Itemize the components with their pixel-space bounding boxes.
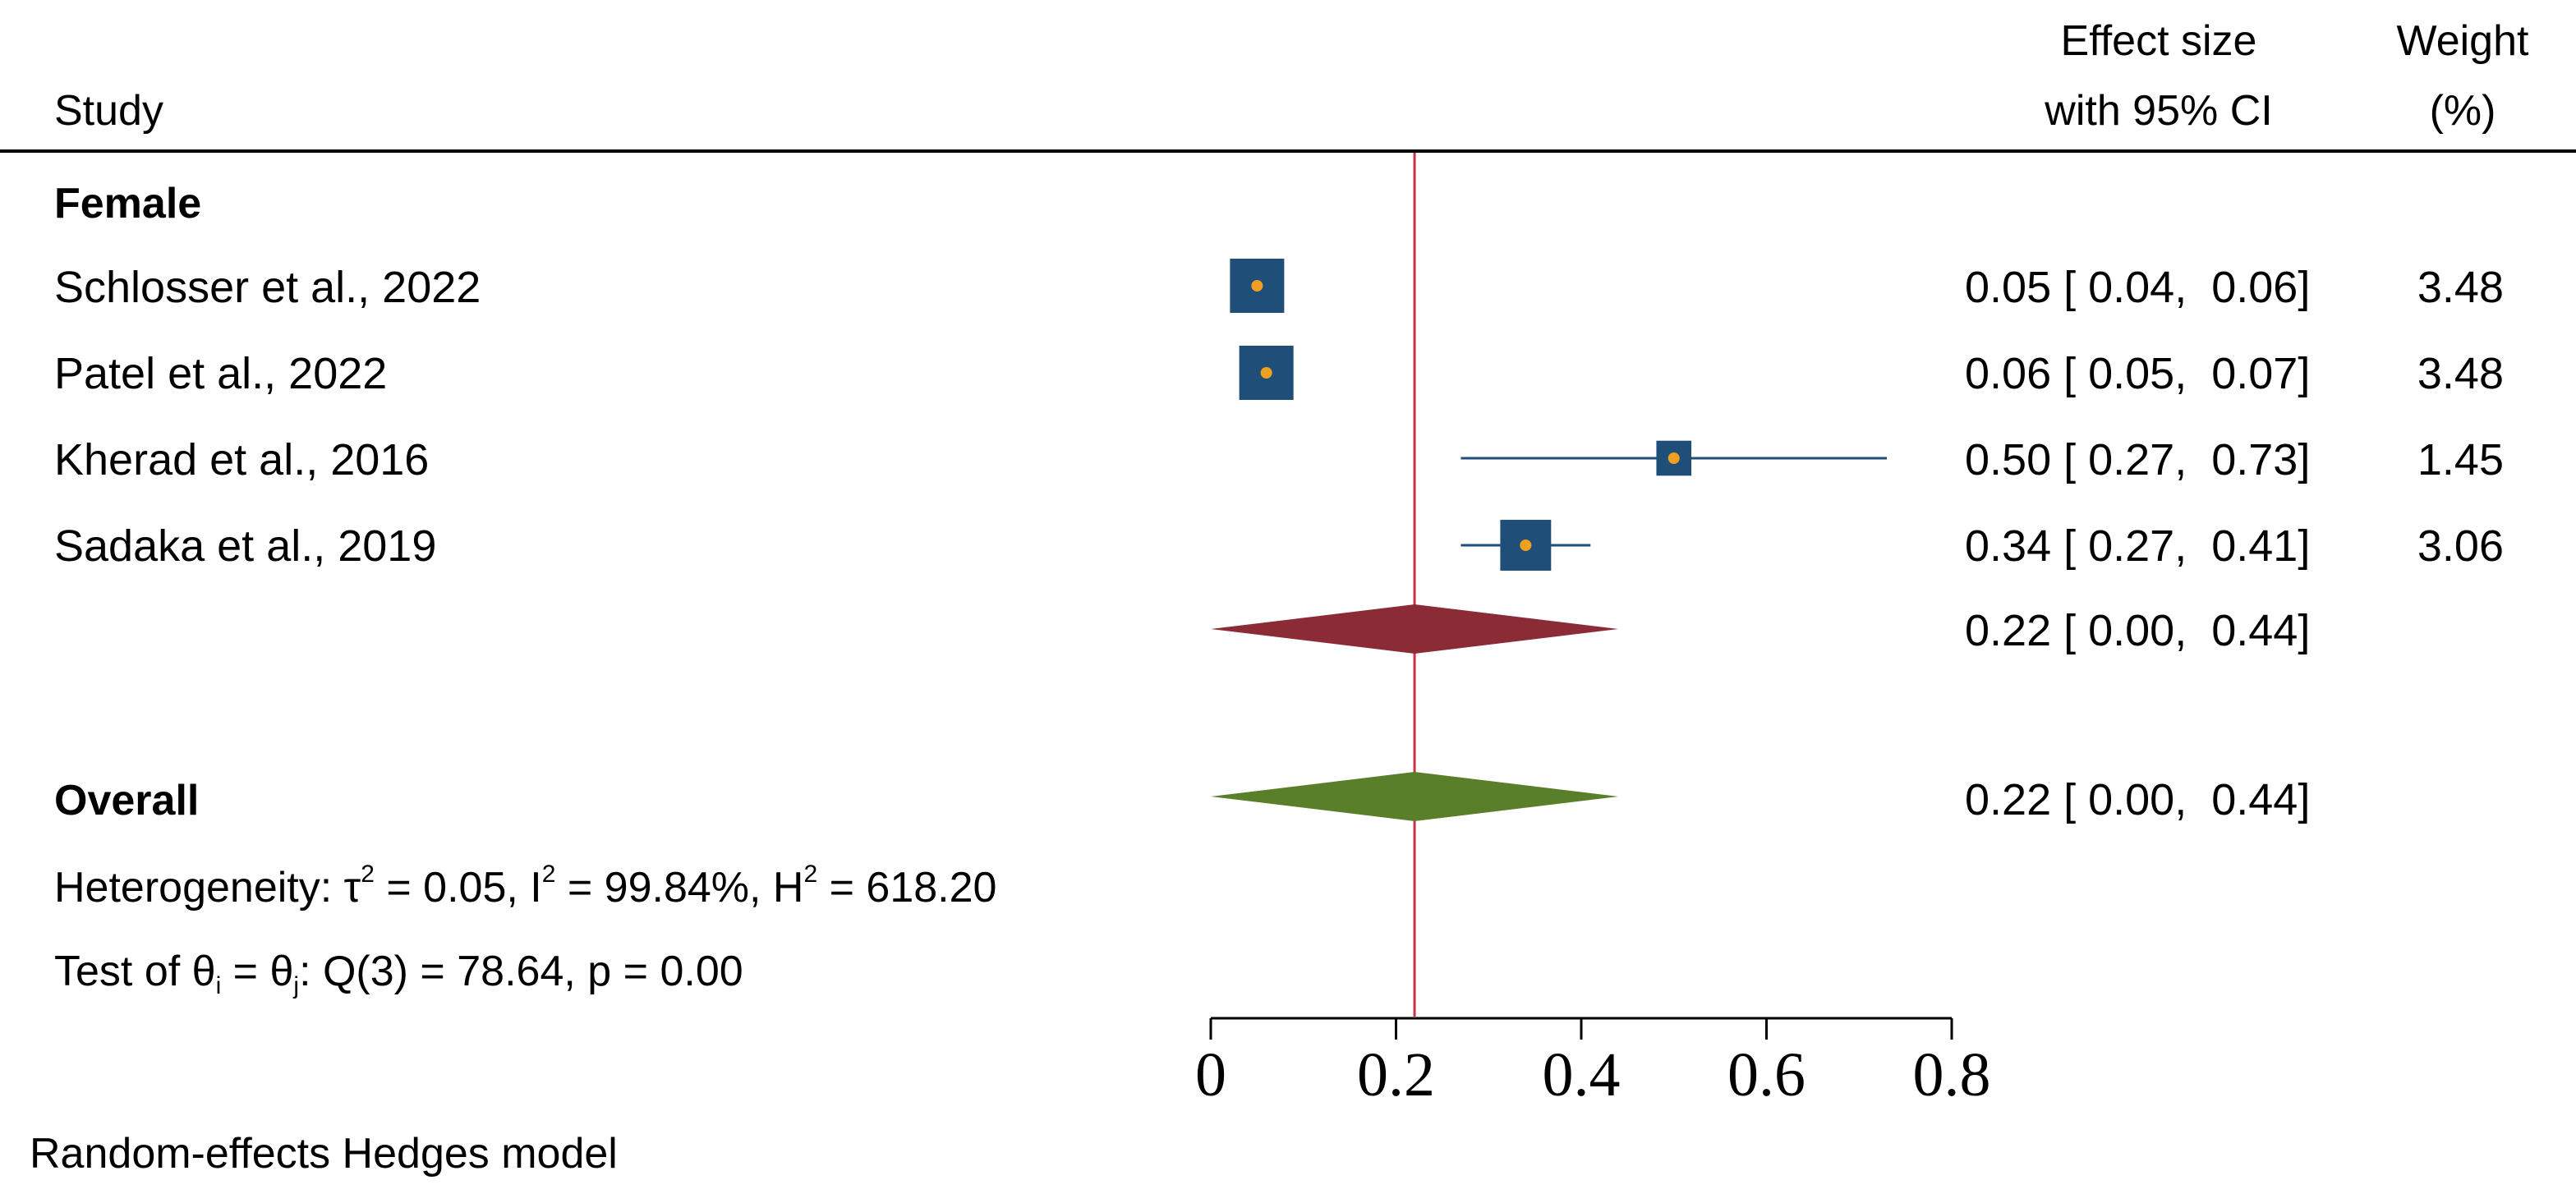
header-study: Study — [54, 87, 163, 135]
study-weight: 3.48 — [2417, 349, 2504, 398]
study-point-estimate — [1260, 367, 1272, 379]
header-weight-line2: (%) — [2430, 87, 2496, 135]
group-label-female: Female — [54, 180, 201, 227]
study-ci-text: 0.50 [ 0.27, 0.73] — [1965, 435, 2310, 484]
study-point-estimate — [1251, 280, 1263, 292]
model-footnote: Random-effects Hedges model — [30, 1130, 618, 1178]
x-axis-tick-label: 0.2 — [1357, 1040, 1435, 1109]
heterogeneity-text: Heterogeneity: τ2 = 0.05, I2 = 99.84%, H… — [54, 861, 996, 911]
header-weight-line1: Weight — [2397, 17, 2529, 65]
subtotal-diamond — [1211, 604, 1619, 654]
homogeneity-test-text: Test of θi = θj: Q(3) = 78.64, p = 0.00 — [54, 948, 743, 999]
x-axis-tick-label: 0.8 — [1913, 1040, 1991, 1109]
study-ci-text: 0.34 [ 0.27, 0.41] — [1965, 521, 2310, 571]
study-label: Schlosser et al., 2022 — [54, 263, 481, 312]
x-axis-tick-label: 0 — [1195, 1040, 1226, 1109]
x-axis-tick-label: 0.4 — [1543, 1040, 1621, 1109]
overall-label: Overall — [54, 777, 199, 824]
study-label: Kherad et al., 2016 — [54, 435, 429, 484]
overall-diamond — [1211, 772, 1619, 821]
study-point-estimate — [1668, 452, 1680, 464]
study-ci-text: 0.05 [ 0.04, 0.06] — [1965, 263, 2310, 312]
study-label: Patel et al., 2022 — [54, 349, 387, 398]
study-weight: 3.48 — [2417, 263, 2504, 312]
study-point-estimate — [1520, 540, 1532, 551]
study-ci-text: 0.06 [ 0.05, 0.07] — [1965, 349, 2310, 398]
header-effect-line2: with 95% CI — [2044, 87, 2272, 135]
study-weight: 1.45 — [2417, 435, 2504, 484]
study-weight: 3.06 — [2417, 521, 2504, 571]
x-axis-tick-label: 0.6 — [1727, 1040, 1806, 1109]
study-label: Sadaka et al., 2019 — [54, 521, 436, 571]
header-effect-line1: Effect size — [2061, 17, 2257, 65]
subtotal-ci-text: 0.22 [ 0.00, 0.44] — [1965, 606, 2310, 655]
overall-ci-text: 0.22 [ 0.00, 0.44] — [1965, 775, 2310, 824]
